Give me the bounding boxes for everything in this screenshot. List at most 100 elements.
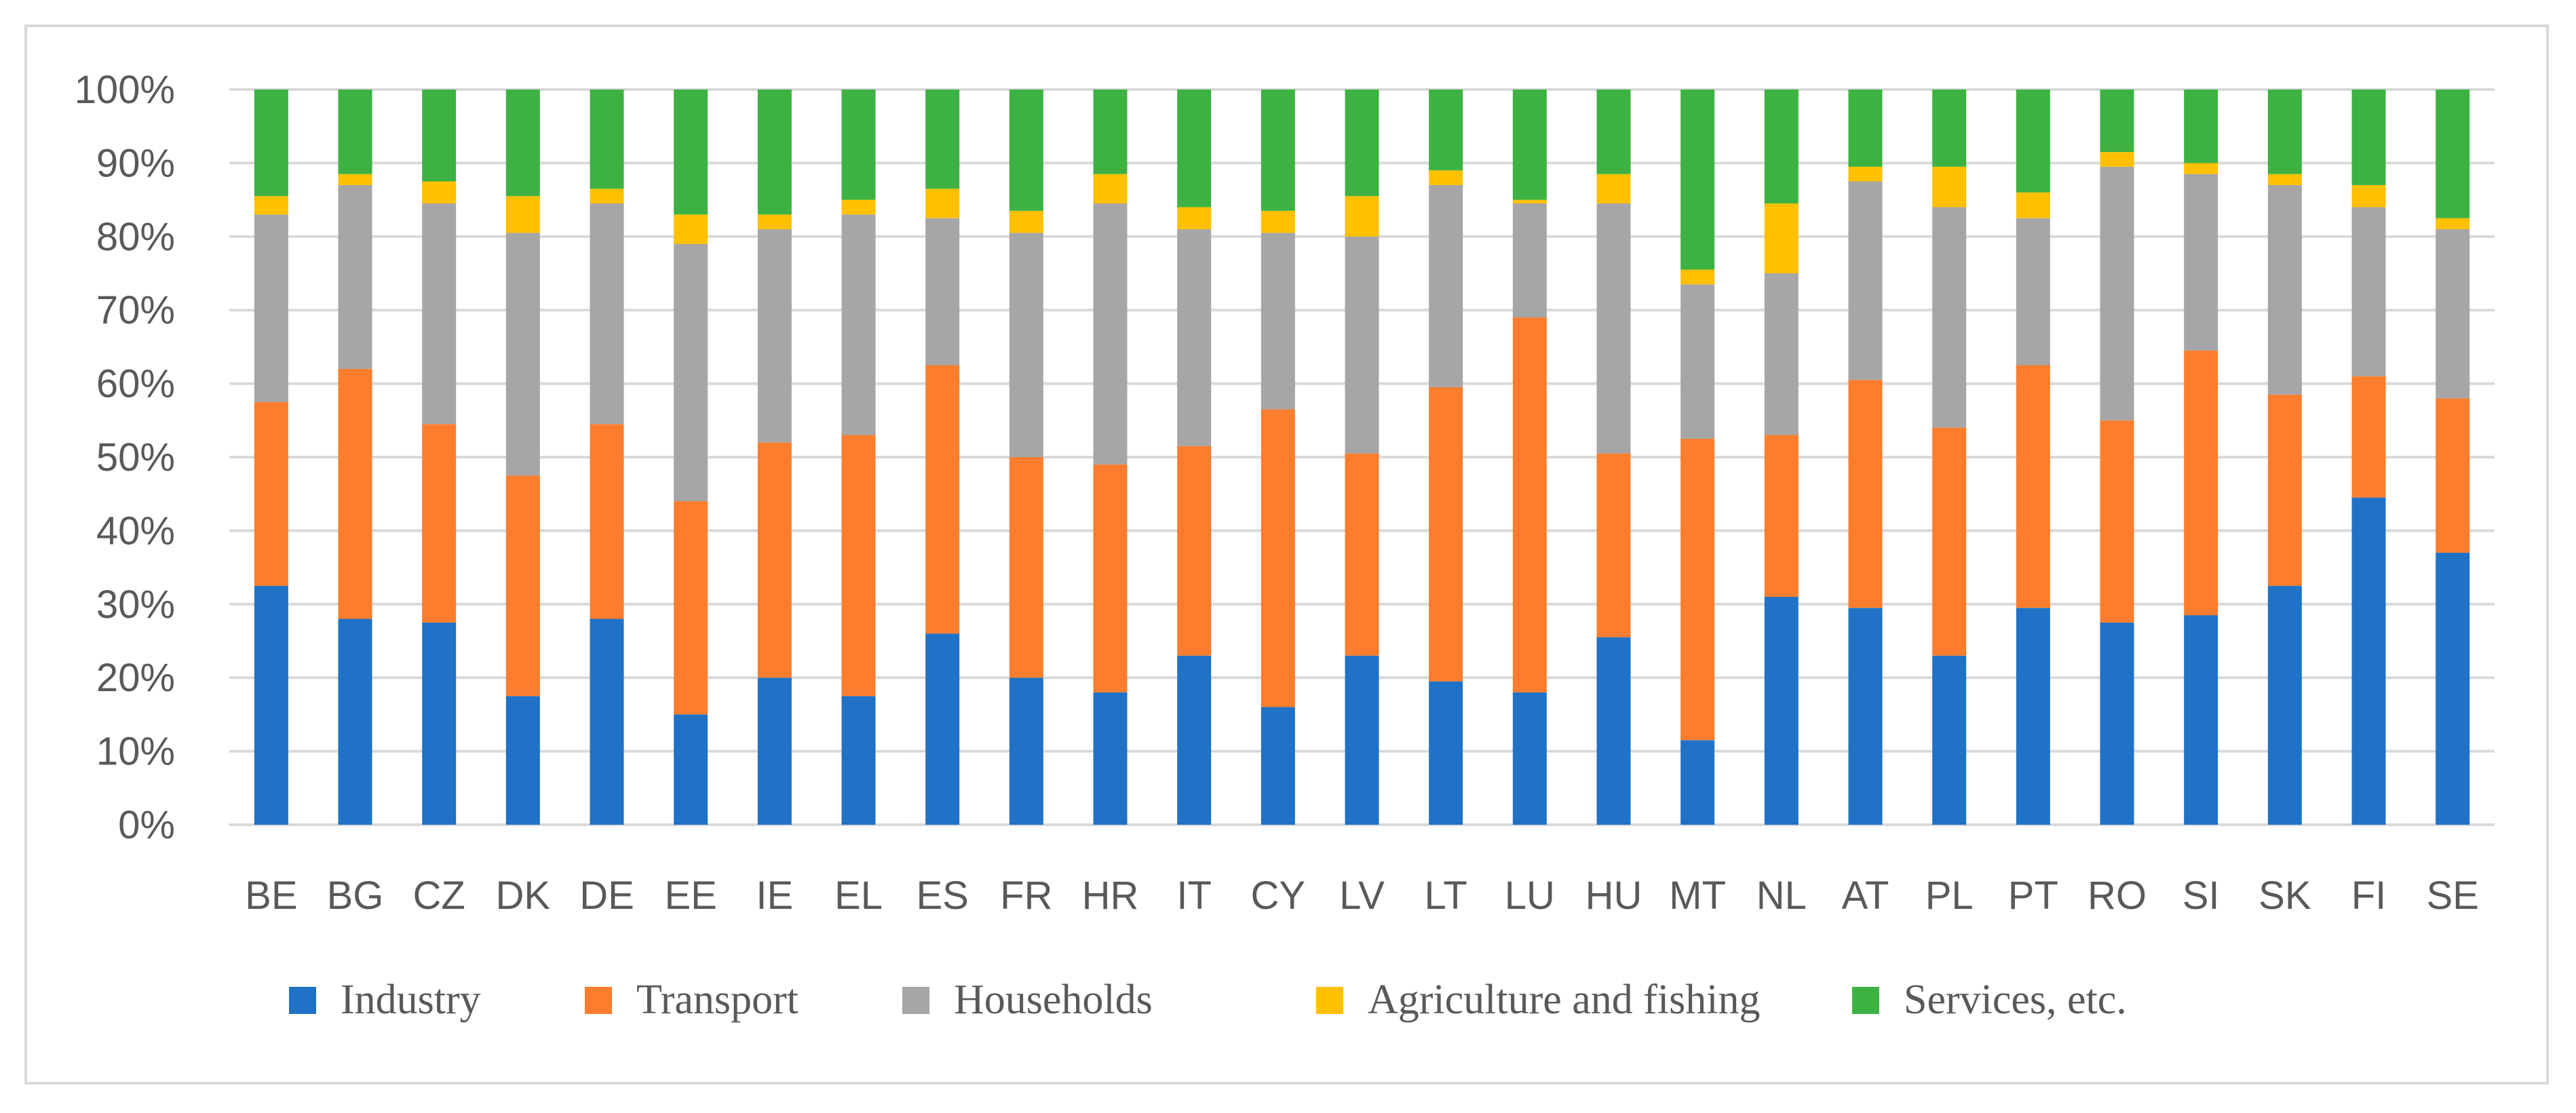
bar-nl-households — [1764, 273, 1799, 435]
bar-hr-industry — [1093, 692, 1128, 825]
legend-label: Agriculture and fishing — [1368, 977, 1761, 1023]
bar-lu-agriculture-and-fishing — [1512, 199, 1547, 204]
bar-mt-households — [1680, 284, 1715, 439]
bar-lt-agriculture-and-fishing — [1429, 170, 1463, 185]
bar-lv-services-etc — [1345, 90, 1379, 197]
y-tick-label: 40% — [96, 509, 175, 553]
bar-de-households — [590, 203, 624, 425]
bar-lu-households — [1512, 203, 1547, 318]
bar-el-households — [841, 214, 876, 435]
bar-si-transport — [2184, 350, 2218, 616]
bar-dk-agriculture-and-fishing — [505, 196, 540, 233]
bar-it-industry — [1177, 655, 1212, 825]
bar-es-services-etc — [925, 90, 960, 189]
legend-label: Transport — [636, 977, 799, 1023]
bar-sk-households — [2267, 184, 2302, 395]
bar-it-transport — [1177, 446, 1212, 656]
bar-fr-services-etc — [1009, 90, 1043, 211]
bar-sk-agriculture-and-fishing — [2267, 174, 2302, 185]
bar-at-industry — [1848, 608, 1883, 825]
legend-label: Services, etc. — [1904, 977, 2127, 1023]
bar-hr-households — [1093, 203, 1128, 465]
bar-ee-transport — [674, 501, 708, 715]
x-tick-label: DK — [496, 874, 551, 918]
y-tick-label: 100% — [75, 68, 175, 112]
bar-se-agriculture-and-fishing — [2436, 218, 2470, 229]
x-tick-label: FI — [2351, 874, 2387, 918]
x-tick-label: CZ — [413, 874, 465, 918]
legend-swatch — [585, 987, 612, 1014]
bar-be-industry — [254, 585, 288, 825]
bar-fr-industry — [1009, 678, 1043, 825]
bar-pl-households — [1932, 207, 1967, 428]
bar-bg-industry — [338, 619, 372, 825]
bar-ie-households — [757, 229, 792, 443]
x-tick-label: ES — [916, 874, 968, 918]
x-tick-label: EL — [834, 874, 883, 918]
bar-hr-transport — [1093, 464, 1128, 692]
bar-el-transport — [841, 435, 876, 697]
bar-it-households — [1177, 229, 1212, 446]
bar-pl-transport — [1932, 427, 1967, 656]
bar-dk-industry — [505, 696, 540, 825]
bars — [254, 90, 2470, 825]
bar-cy-households — [1261, 233, 1295, 410]
bar-ee-services-etc — [674, 90, 708, 215]
bar-sk-transport — [2267, 394, 2302, 586]
bar-fr-agriculture-and-fishing — [1009, 210, 1043, 233]
legend-label: Industry — [341, 977, 481, 1023]
x-tick-label: AT — [1842, 874, 1889, 918]
y-axis: 0% 10% 20% 30% 40% 50% 60% 70% 80% 90% 100% — [75, 68, 175, 847]
x-tick-label: CY — [1251, 874, 1306, 918]
bar-ee-agriculture-and-fishing — [674, 214, 708, 244]
bar-at-households — [1848, 181, 1883, 380]
bar-cy-agriculture-and-fishing — [1261, 210, 1295, 233]
bar-nl-agriculture-and-fishing — [1764, 203, 1799, 273]
bar-si-households — [2184, 174, 2218, 351]
x-tick-label: SE — [2426, 874, 2478, 918]
bar-lv-industry — [1345, 655, 1379, 825]
bar-ie-industry — [757, 678, 792, 825]
bar-cz-industry — [422, 622, 457, 825]
y-tick-label: 0% — [118, 803, 175, 847]
bar-es-industry — [925, 633, 960, 825]
bar-hu-transport — [1596, 453, 1631, 638]
bar-fi-households — [2351, 207, 2386, 376]
bar-ro-services-etc — [2100, 90, 2134, 153]
bar-pt-agriculture-and-fishing — [2016, 192, 2050, 218]
bar-se-industry — [2436, 552, 2470, 825]
bar-pt-transport — [2016, 365, 2050, 608]
bar-pl-industry — [1932, 655, 1967, 825]
y-tick-label: 10% — [96, 730, 175, 774]
bar-be-households — [254, 214, 288, 402]
bar-bg-services-etc — [338, 90, 372, 174]
bar-pl-services-etc — [1932, 90, 1967, 167]
y-tick-label: 30% — [96, 583, 175, 627]
bar-at-services-etc — [1848, 90, 1883, 167]
x-tick-label: MT — [1669, 874, 1726, 918]
bar-es-transport — [925, 365, 960, 634]
x-tick-label: PT — [2008, 874, 2058, 918]
bar-mt-agriculture-and-fishing — [1680, 269, 1715, 285]
y-tick-label: 80% — [96, 215, 175, 259]
bar-cy-services-etc — [1261, 90, 1295, 211]
bar-cy-industry — [1261, 707, 1295, 825]
x-tick-label: LV — [1339, 874, 1385, 918]
bar-hr-agriculture-and-fishing — [1093, 174, 1128, 204]
legend-swatch — [1316, 987, 1343, 1014]
x-tick-label: NL — [1756, 874, 1807, 918]
bar-be-agriculture-and-fishing — [254, 196, 288, 215]
legend-label: Households — [954, 977, 1153, 1023]
bar-de-services-etc — [590, 90, 624, 189]
x-tick-label: RO — [2088, 874, 2147, 918]
bar-el-services-etc — [841, 90, 876, 200]
x-tick-label: IT — [1176, 874, 1212, 918]
bar-at-agriculture-and-fishing — [1848, 166, 1883, 182]
bar-si-agriculture-and-fishing — [2184, 163, 2218, 174]
y-tick-label: 20% — [96, 656, 175, 700]
bar-nl-services-etc — [1764, 90, 1799, 204]
bar-ro-industry — [2100, 622, 2134, 825]
bar-fi-transport — [2351, 376, 2386, 498]
bar-dk-households — [505, 233, 540, 476]
